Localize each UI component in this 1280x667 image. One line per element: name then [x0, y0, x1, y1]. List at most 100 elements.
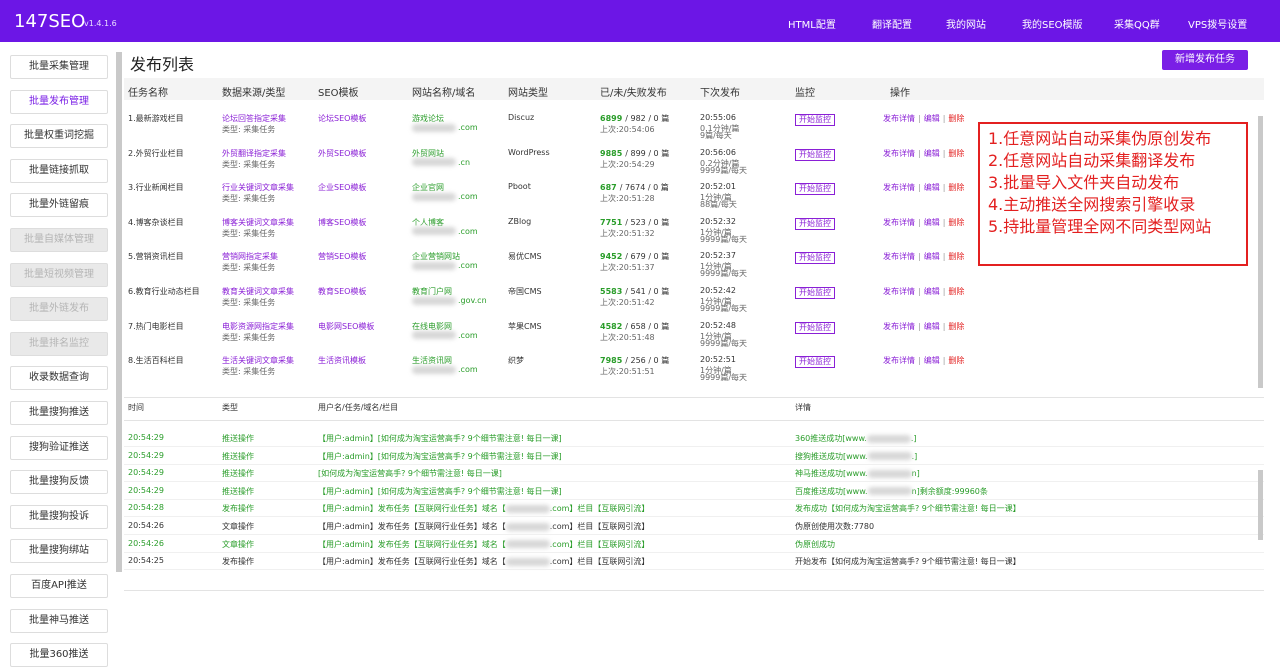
sidebar-button[interactable]: 批量搜狗推送: [10, 401, 108, 425]
sidebar-button[interactable]: 百度API推送: [10, 574, 108, 598]
last-publish: 上次:20:51:37: [600, 263, 655, 273]
source[interactable]: 生活关键词文章采集: [222, 356, 294, 366]
sidebar-button[interactable]: 批量权重词挖掘: [10, 124, 108, 149]
action-link[interactable]: 编辑: [923, 321, 940, 331]
action-link[interactable]: 删除: [948, 356, 965, 366]
action-link[interactable]: 发布详情: [883, 321, 915, 331]
action-link[interactable]: 删除: [948, 252, 965, 262]
action-link[interactable]: 删除: [948, 114, 965, 123]
next-sub: 9999篇/每天: [700, 165, 748, 175]
column-header: 网站类型: [508, 88, 548, 99]
nav-item[interactable]: HTML配置: [788, 20, 836, 31]
action-link[interactable]: 发布详情: [883, 217, 915, 227]
action-link[interactable]: 删除: [948, 183, 965, 193]
domain-blur: [412, 261, 456, 270]
action-link[interactable]: 编辑: [923, 252, 940, 262]
seo-template[interactable]: 生活资讯模板: [318, 356, 366, 366]
next-sub: 9999篇/每天: [700, 304, 748, 313]
log-text: 【用户:admin】发布任务【互联网行业任务】域名【: [318, 539, 506, 549]
action-link[interactable]: 编辑: [923, 217, 940, 227]
seo-template[interactable]: 教育SEO模板: [318, 287, 367, 296]
sidebar-button[interactable]: 批量搜狗反馈: [10, 470, 108, 495]
task-name: 8.生活百科栏目: [128, 356, 184, 366]
log-type: 发布操作: [222, 504, 254, 514]
action-link[interactable]: 编辑: [923, 183, 940, 193]
domain-blur: [866, 434, 911, 443]
monitor-button[interactable]: 开始监控: [795, 183, 835, 196]
action-link[interactable]: 发布详情: [883, 114, 915, 123]
sidebar-button[interactable]: 批量外链发布: [10, 297, 108, 322]
next-sub: 0.2分钟/篇: [700, 158, 740, 168]
seo-template[interactable]: 外贸SEO模板: [318, 148, 367, 158]
source[interactable]: 行业关键词文章采集: [222, 183, 294, 193]
seo-template[interactable]: 营销SEO模板: [318, 252, 367, 262]
source[interactable]: 博客关键词文章采集: [222, 217, 294, 227]
action-link[interactable]: 删除: [948, 217, 965, 227]
seo-template[interactable]: 企业SEO模板: [318, 183, 367, 193]
next-publish: 20:52:32: [700, 216, 736, 226]
column-header: SEO模板: [318, 88, 359, 99]
log-message: 【用户:admin】发布任务【互联网行业任务】域名【 .com】栏目【互联网引流】: [318, 521, 649, 532]
next-publish: 20:52:42: [700, 286, 736, 295]
source[interactable]: 教育关键词文章采集: [222, 287, 294, 296]
log-text: 神马推送成功[www.: [795, 469, 868, 479]
source[interactable]: 电影资源网指定采集: [222, 321, 294, 331]
monitor-button[interactable]: 开始监控: [795, 287, 835, 299]
seo-template[interactable]: 电影网SEO模板: [318, 321, 375, 331]
nav-item[interactable]: 我的网站: [946, 20, 986, 31]
sidebar-button[interactable]: 批量神马推送: [10, 608, 108, 633]
log-time: 20:54:25: [128, 556, 164, 566]
callout-box: 1.任意网站自动采集伪原创发布 2.任意网站自动采集翻译发布 3.批量导入文件夹自动…: [978, 122, 1248, 266]
action-link[interactable]: 删除: [948, 321, 965, 331]
seo-template[interactable]: 论坛SEO模板: [318, 114, 367, 123]
action-link[interactable]: 发布详情: [883, 287, 915, 296]
sidebar-button[interactable]: 批量外链留痕: [10, 193, 108, 218]
sidebar-button[interactable]: 收录数据查询: [10, 366, 108, 391]
sidebar-button[interactable]: 批量搜狗投诉: [10, 504, 108, 529]
sidebar-button[interactable]: 批量短视频管理: [10, 262, 108, 287]
nav-item[interactable]: 采集QQ群: [1114, 20, 1160, 31]
log-time: 20:54:29: [128, 450, 164, 460]
sidebar-button[interactable]: 搜狗验证推送: [10, 435, 108, 460]
sidebar-button[interactable]: 批量360推送: [10, 643, 108, 667]
next-sub: 1分钟/篇: [700, 262, 732, 272]
site-type: WordPress: [508, 147, 550, 157]
action-link[interactable]: 删除: [948, 148, 965, 158]
action-link[interactable]: 发布详情: [883, 252, 915, 262]
log-detail: 神马推送成功[www. n]: [795, 468, 920, 479]
sidebar-button[interactable]: 批量搜狗绑站: [10, 539, 108, 564]
nav-item[interactable]: 我的SEO模版: [1022, 20, 1083, 31]
monitor-button[interactable]: 开始监控: [795, 114, 835, 126]
monitor-button[interactable]: 开始监控: [795, 217, 835, 230]
monitor-button[interactable]: 开始监控: [795, 148, 835, 161]
monitor-button[interactable]: 开始监控: [795, 321, 835, 334]
domain: .gov.cn: [458, 296, 487, 305]
sidebar-button[interactable]: 批量排名监控: [10, 331, 108, 356]
nav-item[interactable]: 翻译配置: [872, 20, 912, 31]
sidebar-button[interactable]: 批量链接抓取: [10, 158, 108, 183]
sidebar-button[interactable]: 批量发布管理: [10, 89, 108, 114]
action-link[interactable]: 删除: [948, 287, 965, 296]
monitor-button[interactable]: 开始监控: [795, 252, 835, 265]
next-sub: 9999篇/每天: [700, 234, 748, 244]
sidebar-button[interactable]: 批量采集管理: [10, 55, 108, 79]
source[interactable]: 营销网指定采集: [222, 252, 278, 262]
monitor-button[interactable]: 开始监控: [795, 356, 835, 369]
log-text: 【用户:admin】发布任务【互联网行业任务】域名【: [318, 504, 506, 514]
source[interactable]: 论坛回答指定采集: [222, 114, 286, 123]
published-count: 6899: [600, 114, 623, 123]
action-link[interactable]: 发布详情: [883, 183, 915, 193]
action-link[interactable]: 发布详情: [883, 148, 915, 158]
domain-blur: [867, 469, 912, 478]
action-link[interactable]: 发布详情: [883, 356, 915, 366]
action-link[interactable]: 编辑: [923, 287, 940, 296]
source[interactable]: 外贸翻译指定采集: [222, 148, 286, 158]
nav-item[interactable]: VPS拨号设置: [1188, 20, 1248, 31]
action-link[interactable]: 编辑: [923, 356, 940, 366]
top-bar: 147SEO v1.4.1.6 HTML配置 翻译配置 我的网站 我的SEO模版 采集QQ群…: [0, 0, 1280, 42]
seo-template[interactable]: 博客SEO模板: [318, 217, 367, 227]
sidebar-button[interactable]: 批量自媒体管理: [10, 228, 108, 252]
add-button[interactable]: 新增发布任务: [1162, 50, 1248, 70]
action-link[interactable]: 编辑: [923, 148, 940, 158]
action-link[interactable]: 编辑: [923, 114, 940, 123]
